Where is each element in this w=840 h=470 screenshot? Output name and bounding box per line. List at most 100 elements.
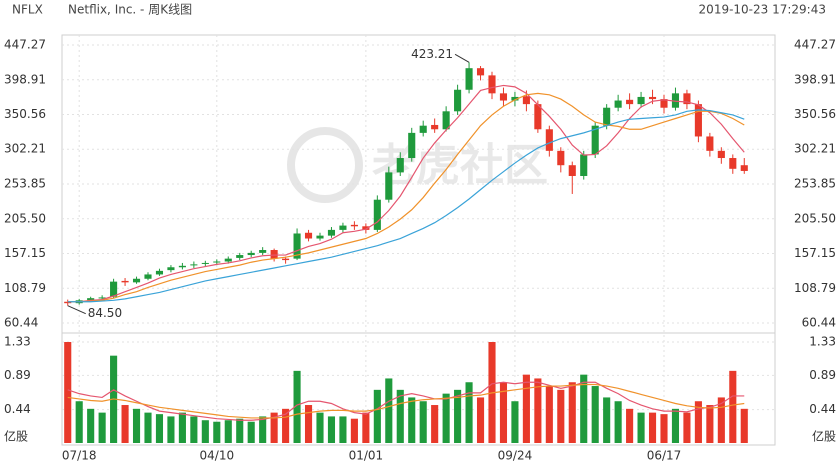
volume-bar: [683, 412, 691, 443]
volume-bar: [454, 389, 462, 443]
ma-line: [67, 109, 745, 303]
candle-body: [144, 274, 152, 279]
volume-bar: [740, 408, 748, 443]
volume-tick-label-right: 1.33: [809, 335, 836, 349]
volume-bar: [224, 420, 232, 443]
candle-body: [476, 68, 485, 76]
volume-bar: [327, 416, 336, 443]
y-tick-label: 205.50: [4, 211, 46, 225]
candle-body: [132, 278, 141, 283]
x-tick-label: 07/18: [62, 449, 97, 463]
volume-tick-label: 0.44: [4, 402, 31, 416]
volume-bar: [431, 405, 439, 443]
candle-body: [442, 111, 450, 130]
candle-body: [282, 258, 290, 261]
volume-bar: [144, 412, 152, 443]
candle-body: [694, 104, 702, 137]
volume-bar: [580, 374, 588, 443]
candle-body: [293, 233, 301, 259]
volume-tick-label: 亿股: [4, 429, 28, 444]
candle-body: [121, 280, 129, 283]
volume-bar: [442, 393, 450, 443]
candle-body: [591, 125, 599, 155]
timestamp: 2019-10-23 17:29:43: [699, 3, 826, 17]
candle-body: [637, 96, 645, 105]
candle-body: [683, 93, 691, 105]
volume-bar: [419, 401, 427, 443]
volume-bar: [694, 401, 702, 443]
candle-body: [167, 267, 175, 271]
volume-tick-label-right: 0.89: [809, 368, 836, 382]
watermark-logo: [287, 127, 363, 203]
volume-bar: [534, 378, 542, 443]
volume-bar: [236, 418, 244, 443]
y-tick-label-right: 398.91: [794, 72, 836, 86]
candle-body: [190, 264, 198, 266]
candle-body: [729, 158, 737, 169]
candle-body: [603, 107, 611, 126]
y-tick-label: 157.15: [4, 246, 46, 260]
volume-tick-label: 0.89: [4, 368, 31, 382]
y-tick-label: 108.79: [4, 281, 46, 295]
candle-body: [660, 99, 668, 108]
candle-body: [522, 96, 530, 105]
candle-body: [373, 199, 381, 230]
volume-bar: [385, 378, 393, 443]
volume-tick-label-right: 亿股: [812, 429, 836, 444]
volume-bar: [717, 397, 725, 443]
x-tick-label: 09/24: [498, 449, 533, 463]
volume-bar: [247, 421, 255, 443]
candle-body: [110, 281, 118, 297]
y-tick-label: 302.21: [4, 142, 46, 156]
volume-bar: [350, 418, 358, 443]
volume-bar: [614, 401, 622, 443]
candle-body: [626, 99, 634, 105]
volume-bar: [408, 397, 416, 443]
volume-bar: [637, 412, 645, 443]
annotation-label: 423.21: [411, 47, 453, 61]
volume-bar: [729, 370, 737, 443]
volume-bar: [213, 421, 221, 443]
candle-body: [236, 255, 244, 258]
candle-body: [454, 89, 462, 112]
volume-bar: [132, 408, 141, 443]
y-tick-label-right: 302.21: [794, 142, 836, 156]
candle-body: [717, 150, 725, 159]
candle-body: [545, 129, 553, 151]
y-tick-label-right: 108.79: [794, 281, 836, 295]
volume-bar: [706, 405, 714, 443]
y-tick-label-right: 350.56: [794, 107, 836, 121]
annotation-leader: [67, 305, 86, 315]
y-tick-label-right: 253.85: [794, 177, 836, 191]
candle-body: [408, 132, 416, 159]
annotation-leader: [454, 53, 470, 63]
volume-bar: [282, 408, 290, 443]
volume-bar: [167, 416, 175, 443]
volume-bar: [465, 382, 473, 443]
y-tick-label: 350.56: [4, 107, 46, 121]
volume-bar: [568, 382, 576, 443]
candle-body: [740, 165, 748, 171]
volume-bar: [511, 401, 519, 443]
candle-body: [648, 96, 657, 100]
candle-body: [580, 154, 588, 176]
frame: [61, 34, 776, 446]
candle-body: [465, 68, 473, 90]
volume-bar: [362, 412, 370, 443]
candle-body: [270, 250, 278, 259]
volume-bar: [190, 416, 198, 443]
candle-body: [178, 265, 186, 268]
volume-bar: [201, 420, 209, 443]
volume-bar: [603, 397, 611, 443]
volume-bar: [373, 389, 381, 443]
volume-bar: [476, 397, 485, 443]
volume-bar: [316, 412, 324, 443]
volume-bar: [64, 342, 72, 443]
ma-line: [67, 84, 745, 303]
candle-body: [87, 298, 95, 301]
candle-body: [98, 297, 106, 299]
candle-body: [155, 270, 164, 275]
annotation-label: 84.50: [88, 306, 122, 320]
candle-body: [339, 225, 347, 230]
